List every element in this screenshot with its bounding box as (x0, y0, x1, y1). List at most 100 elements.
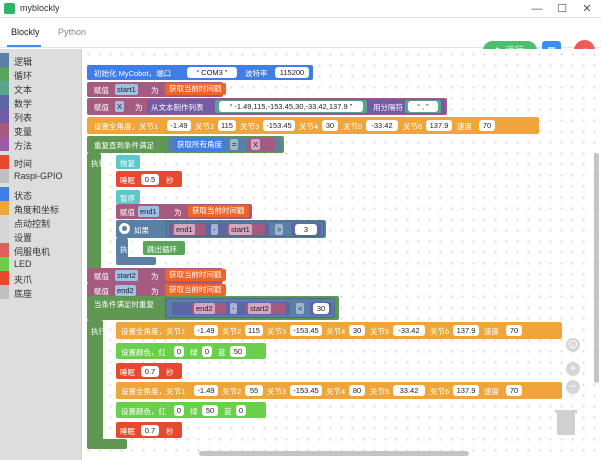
compare-operator-dropdown[interactable]: < (296, 303, 305, 314)
number-block[interactable]: 3 (291, 223, 321, 236)
variable-dropdown[interactable]: X (251, 139, 261, 150)
speed-field[interactable]: 70 (506, 385, 522, 396)
separator-field[interactable]: “ , ” (408, 101, 438, 112)
tab-python[interactable]: Python (58, 27, 87, 37)
set-all-angles-block-3[interactable]: 设置全角度，关节1 -1.49 关节2 55 关节3 -153.45 关节4 8… (116, 382, 562, 399)
speed-field[interactable]: 70 (506, 325, 522, 336)
compare-block[interactable]: 获取所有角度 = X (167, 137, 281, 152)
speed-field[interactable]: 70 (479, 120, 495, 131)
toolbox-category[interactable]: 文本 (0, 81, 82, 95)
close-window-button[interactable]: ✕ (582, 3, 592, 15)
joint6-field[interactable]: 137.9 (426, 120, 452, 131)
red-field[interactable]: 0 (174, 346, 184, 357)
set-color-block-2[interactable]: 设置颜色，红 0 绿 50 蓝 0 (116, 402, 266, 418)
toolbox-category[interactable]: 方法 (0, 137, 82, 151)
toolbox-category[interactable]: 变量 (0, 123, 82, 137)
sleep-seconds-field[interactable]: 0.5 (141, 174, 159, 185)
break-loop-block[interactable]: 跳出循环 (143, 241, 185, 255)
variable-dropdown[interactable]: start2 (115, 270, 138, 281)
compare-operator-dropdown[interactable]: > (275, 224, 284, 235)
joint3-field[interactable]: -153.45 (263, 120, 295, 131)
toolbox-category[interactable]: 设置 (0, 229, 82, 243)
green-field[interactable]: 0 (202, 346, 212, 357)
variable-dropdown[interactable]: end2 (194, 303, 215, 314)
list-from-text-block[interactable]: 从文本制作列表 “ -1.49,115,-153.45,30,-33.42,13… (147, 99, 445, 114)
blue-field[interactable]: 50 (230, 346, 246, 357)
blue-field[interactable]: 0 (236, 405, 246, 416)
number-field[interactable]: 30 (313, 303, 329, 314)
toolbox-category[interactable]: 角度和坐标 (0, 201, 82, 215)
joint1-field[interactable]: -1.49 (167, 120, 191, 131)
zoom-in-icon[interactable]: + (566, 362, 580, 376)
joint4-field[interactable]: 30 (322, 120, 338, 131)
operator-dropdown[interactable]: - (211, 224, 218, 235)
toolbox-category[interactable]: 伺服电机 (0, 243, 82, 257)
condition-block[interactable]: end2 - start2 < 30 (165, 298, 335, 318)
joint3-field[interactable]: -153.45 (290, 325, 322, 336)
toolbox-category[interactable]: 列表 (0, 109, 82, 123)
get-timestamp-block[interactable]: 获取当前时间戳 (188, 205, 249, 217)
text-field[interactable]: “ -1.49,115,-153.45,30,-33.42,137.9 ” (219, 101, 363, 112)
variable-dropdown[interactable]: start1 (115, 84, 138, 95)
variable-dropdown[interactable]: end1 (174, 224, 195, 235)
toolbox-category[interactable]: 数学 (0, 95, 82, 109)
minimize-button[interactable]: — (531, 3, 543, 15)
while-block-header[interactable]: 当条件满足时重复 end2 - start2 < 30 (87, 296, 339, 320)
joint3-field[interactable]: -153.45 (290, 385, 322, 396)
variable-dropdown[interactable]: start2 (248, 303, 271, 314)
sleep-seconds-field[interactable]: 0.7 (141, 425, 159, 436)
var-start1-block[interactable]: start1 (227, 224, 265, 235)
joint2-field[interactable]: 55 (245, 385, 263, 396)
maximize-button[interactable]: ☐ (557, 3, 567, 15)
gear-icon[interactable] (119, 223, 130, 234)
joint4-field[interactable]: 80 (349, 385, 365, 396)
sleep-block-1[interactable]: 睡眠 0.5 秒 (116, 171, 182, 187)
joint5-field[interactable]: -33.42 (393, 325, 425, 336)
variable-x-block[interactable]: X (247, 138, 275, 151)
sleep-block-3[interactable]: 睡眠 0.7 秒 (116, 422, 182, 438)
vertical-scrollbar[interactable] (594, 153, 599, 383)
separator-literal-block[interactable]: “ , ” (405, 100, 441, 113)
joint4-field[interactable]: 30 (349, 325, 365, 336)
zoom-out-icon[interactable]: − (566, 380, 580, 394)
number-field[interactable]: 3 (295, 224, 317, 235)
assign-end2-block[interactable]: 赋值 end2 为 获取当前时间戳 (87, 283, 226, 298)
toolbox-category[interactable]: 夹爪 (0, 271, 82, 285)
var-end2-block[interactable]: end2 (192, 303, 226, 314)
green-field[interactable]: 50 (202, 405, 218, 416)
sleep-seconds-field[interactable]: 0.7 (141, 366, 159, 377)
joint1-field[interactable]: -1.49 (194, 385, 218, 396)
assign-start2-block[interactable]: 赋值 start2 为 获取当前时间戳 (87, 268, 226, 283)
text-literal-block[interactable]: “ -1.49,115,-153.45,30,-33.42,137.9 ” (215, 100, 367, 113)
toolbox-category[interactable]: 底座 (0, 285, 82, 299)
if-block-header[interactable]: 如果 end1 - start1 > 3 (116, 220, 326, 238)
toolbox-category[interactable]: 循环 (0, 67, 82, 81)
blockly-workspace[interactable]: 初始化 MyCobot，端口 “ COM3 ” 波特率 115200 赋值 st… (83, 49, 601, 460)
toolbox-category[interactable]: 点动控制 (0, 215, 82, 229)
set-all-angles-block-1[interactable]: 设置全角度，关节1 -1.49 关节2 115 关节3 -153.45 关节4 … (87, 117, 539, 134)
joint5-field[interactable]: -33.42 (366, 120, 398, 131)
port-field[interactable]: “ COM3 ” (187, 67, 237, 78)
assign-start1-block[interactable]: 赋值 start1 为 获取当前时间戳 (87, 82, 226, 97)
variable-dropdown[interactable]: end2 (115, 285, 136, 296)
var-end1-block[interactable]: end1 (172, 224, 206, 235)
joint6-field[interactable]: 137.9 (453, 385, 479, 396)
horizontal-scrollbar[interactable] (199, 451, 469, 456)
variable-dropdown[interactable]: X (115, 101, 125, 112)
toolbox-category[interactable]: 时间 (0, 155, 82, 169)
subtract-block[interactable]: end2 - start2 (172, 302, 290, 315)
var-start2-block[interactable]: start2 (246, 303, 286, 314)
trash-icon[interactable] (555, 410, 577, 435)
condition-block[interactable]: end1 - start1 > 3 (166, 221, 324, 237)
init-mycobot-block[interactable]: 初始化 MyCobot，端口 “ COM3 ” 波特率 115200 (87, 65, 313, 80)
repeat-until-header[interactable]: 重复直到条件满足 获取所有角度 = X (87, 136, 284, 153)
variable-dropdown[interactable]: start1 (229, 224, 252, 235)
toolbox-category[interactable]: Raspi-GPIO (0, 169, 82, 183)
center-icon[interactable]: ⊙ (566, 337, 580, 352)
set-color-block-1[interactable]: 设置颜色，红 0 绿 0 蓝 50 (116, 343, 266, 359)
joint1-field[interactable]: -1.49 (194, 325, 218, 336)
number-block[interactable]: 30 (310, 302, 332, 315)
get-all-angles-block[interactable]: 获取所有角度 (173, 138, 226, 151)
joint6-field[interactable]: 137.9 (453, 325, 479, 336)
assign-end1-block[interactable]: 赋值 end1 为 获取当前时间戳 (116, 204, 252, 219)
